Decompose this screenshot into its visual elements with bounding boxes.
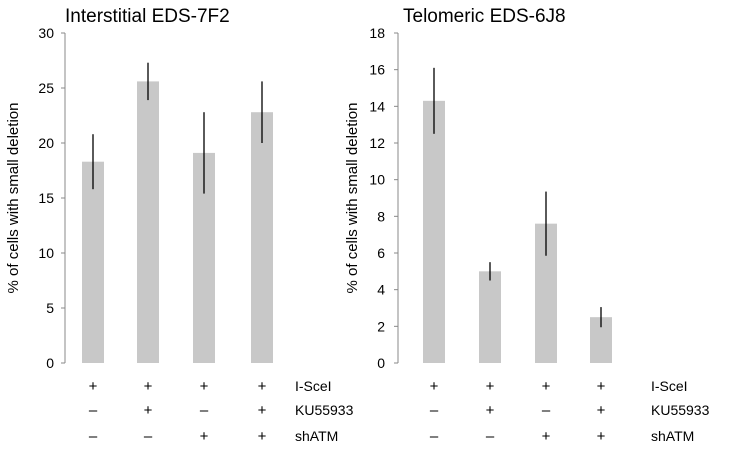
chart-interstitial-eds-7f2: Interstitial EDS-7F2 % of cells with smal… — [5, 6, 354, 445]
bar — [193, 152, 215, 363]
condition-symbol: – — [542, 402, 551, 419]
condition-symbol: + — [597, 428, 606, 445]
condition-symbol: – — [430, 428, 439, 445]
condition-symbol: – — [430, 402, 439, 419]
bar — [479, 271, 501, 363]
condition-symbol: – — [144, 428, 153, 445]
condition-symbol: – — [486, 428, 495, 445]
chart-title: Interstitial EDS-7F2 — [65, 6, 230, 27]
condition-symbol: + — [486, 402, 495, 419]
condition-symbol: – — [89, 402, 98, 419]
y-tick-label: 8 — [377, 208, 385, 224]
y-tick-label: 12 — [369, 135, 385, 151]
condition-symbol: + — [89, 378, 98, 395]
y-axis-label: % of cells with small deletion — [344, 103, 361, 294]
condition-symbol: + — [258, 378, 267, 395]
condition-symbol: + — [144, 402, 153, 419]
y-axis-label: % of cells with small deletion — [5, 103, 22, 294]
condition-symbol: + — [597, 378, 606, 395]
y-tick-label: 4 — [377, 282, 385, 298]
y-tick-label: 0 — [377, 355, 385, 371]
bar — [251, 112, 273, 363]
y-tick-label: 14 — [369, 98, 385, 114]
y-tick-label: 25 — [38, 80, 54, 96]
y-tick-label: 15 — [38, 190, 54, 206]
y-tick-label: 6 — [377, 245, 385, 261]
y-tick-label: 18 — [369, 25, 385, 41]
condition-symbol: + — [258, 428, 267, 445]
bar — [423, 100, 445, 363]
y-tick-label: 2 — [377, 318, 385, 334]
condition-symbol: + — [542, 428, 551, 445]
condition-symbol: + — [542, 378, 551, 395]
condition-symbol: – — [89, 428, 98, 445]
condition-symbol: + — [486, 378, 495, 395]
condition-label: KU55933 — [295, 402, 354, 418]
y-tick-label: 30 — [38, 25, 54, 41]
bar — [137, 81, 159, 364]
condition-label: I-SceI — [651, 378, 688, 394]
y-tick-label: 20 — [38, 135, 54, 151]
y-tick-label: 0 — [46, 355, 54, 371]
condition-symbol: + — [200, 378, 209, 395]
condition-label: I-SceI — [295, 378, 332, 394]
condition-symbol: + — [258, 402, 267, 419]
y-tick-label: 5 — [46, 300, 54, 316]
condition-label: shATM — [651, 428, 694, 444]
y-tick-label: 16 — [369, 62, 385, 78]
chart-title: Telomeric EDS-6J8 — [403, 6, 566, 27]
y-tick-label: 10 — [369, 172, 385, 188]
bar — [535, 223, 557, 363]
bar — [590, 317, 612, 363]
condition-symbol: + — [597, 402, 606, 419]
y-tick-label: 10 — [38, 245, 54, 261]
condition-symbol: + — [200, 428, 209, 445]
condition-symbol: + — [144, 378, 153, 395]
condition-label: shATM — [295, 428, 338, 444]
bar — [82, 161, 104, 363]
condition-label: KU55933 — [651, 402, 710, 418]
condition-symbol: – — [200, 402, 209, 419]
condition-symbol: + — [430, 378, 439, 395]
chart-telomeric-eds-6j8: Telomeric EDS-6J8 % of cells with small d… — [344, 6, 710, 445]
